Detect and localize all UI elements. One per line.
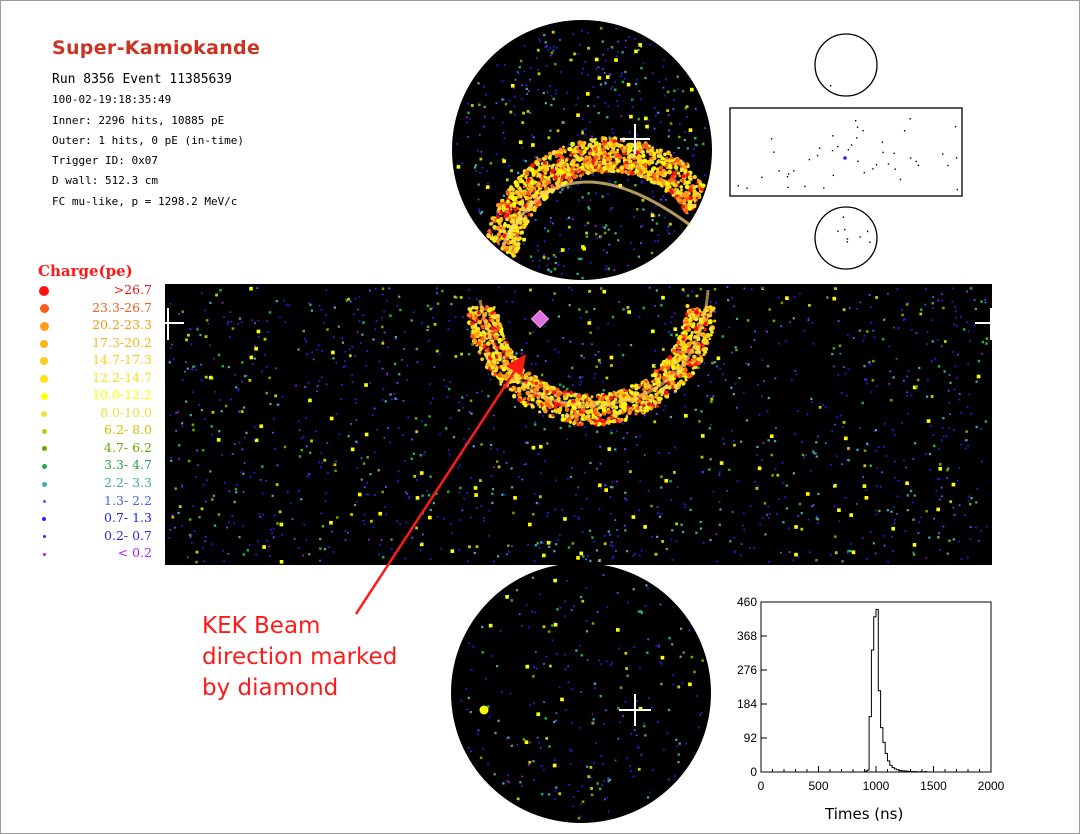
x-tick-label: 1000 — [863, 779, 890, 793]
beam-direction-diamond — [530, 309, 550, 329]
legend-item: >26.7 — [32, 282, 162, 300]
legend-item: 4.7- 6.2 — [32, 440, 162, 458]
legend-label: 0.7- 1.3 — [104, 510, 152, 526]
legend-label: 8.0-10.0 — [100, 404, 152, 420]
y-tick-label: 368 — [737, 629, 757, 643]
event-info: Run 8356 Event 11385639 100-02-19:18:35:… — [52, 70, 244, 212]
legend-label: 6.2- 8.0 — [104, 422, 152, 438]
y-tick-label: 184 — [737, 697, 757, 711]
legend-label: 2.2- 3.3 — [104, 475, 152, 491]
legend-label: 3.3- 4.7 — [104, 457, 152, 473]
legend-swatch — [40, 392, 48, 400]
x-tick-label: 1500 — [920, 779, 947, 793]
legend-swatch — [42, 500, 46, 504]
legend-swatch — [42, 552, 46, 556]
x-tick-label: 500 — [808, 779, 828, 793]
timing-histogram: 0 92 184 276 368 460 0 500 1000 1500 2000 — [737, 595, 1005, 793]
inner-hits: Inner: 2296 hits, 10885 pE — [52, 113, 225, 127]
barrel-panel — [152, 284, 1007, 565]
y-tick-label: 92 — [744, 731, 758, 745]
top-cap-panel — [452, 20, 712, 280]
legend-title: Charge(pe) — [38, 262, 133, 280]
legend-item: 23.3-26.7 — [32, 300, 162, 318]
run-event-line: Run 8356 Event 11385639 — [52, 72, 233, 87]
legend-item: 2.2- 3.3 — [32, 475, 162, 493]
legend-swatch — [42, 517, 46, 522]
beam-annotation: KEK Beam direction marked by diamond — [202, 611, 397, 704]
legend-swatch — [39, 304, 49, 314]
legend-swatch — [39, 286, 49, 296]
bottom-cap-panel — [451, 563, 711, 823]
event-timestamp: 100-02-19:18:35:49 — [52, 93, 172, 107]
legend-item: 3.3- 4.7 — [32, 457, 162, 475]
legend-label: 12.2-14.7 — [92, 369, 152, 385]
legend-swatch — [42, 535, 46, 539]
legend-swatch — [40, 374, 48, 383]
legend-label: < 0.2 — [117, 545, 152, 561]
legend-label: 17.3-20.2 — [92, 334, 152, 350]
legend-label: 10.0-12.2 — [92, 387, 152, 403]
y-tick-label: 276 — [737, 663, 757, 677]
legend-item: 20.2-23.3 — [32, 317, 162, 335]
legend-item: 10.0-12.2 — [32, 387, 162, 405]
legend-item: 1.3- 2.2 — [32, 493, 162, 511]
legend-label: 14.7-17.3 — [92, 352, 152, 368]
legend-item: 8.0-10.0 — [32, 405, 162, 423]
x-tick-label: 0 — [758, 779, 765, 793]
outer-detector-view — [729, 33, 963, 270]
legend-swatch — [41, 410, 47, 417]
legend-label: 1.3- 2.2 — [104, 492, 152, 508]
top-cap-crosshair — [620, 124, 650, 154]
x-tick-label: 2000 — [978, 779, 1005, 793]
dwall: D wall: 512.3 cm — [52, 174, 158, 188]
legend-item: < 0.2 — [32, 545, 162, 563]
legend-label: 23.3-26.7 — [92, 299, 152, 315]
legend-label: 20.2-23.3 — [92, 317, 152, 333]
legend-swatch — [40, 339, 48, 348]
legend-label: 0.2- 0.7 — [104, 527, 152, 543]
legend-item: 0.7- 1.3 — [32, 510, 162, 528]
legend-swatch — [41, 481, 47, 487]
annotation-line-3: by diamond — [202, 675, 339, 701]
bottom-cap-crosshair — [619, 694, 651, 726]
legend-label: >26.7 — [113, 282, 152, 297]
fit-result: FC mu-like, p = 1298.2 MeV/c — [52, 194, 238, 208]
legend-item: 6.2- 8.0 — [32, 422, 162, 440]
legend-item: 17.3-20.2 — [32, 335, 162, 353]
legend-swatch — [40, 357, 48, 366]
legend-item: 12.2-14.7 — [32, 370, 162, 388]
outer-hits: Outer: 1 hits, 0 pE (in-time) — [52, 133, 245, 147]
y-tick-label: 0 — [750, 765, 757, 779]
legend-swatch — [41, 446, 47, 452]
charge-legend: >26.7 23.3-26.7 20.2-23.3 17.3-20.2 14.7-17.… — [32, 282, 162, 563]
legend-item: 14.7-17.3 — [32, 352, 162, 370]
barrel-left-crosshair — [152, 308, 184, 340]
legend-label: 4.7- 6.2 — [104, 439, 152, 455]
barrel-right-crosshair — [975, 308, 1007, 340]
annotation-arrow — [354, 354, 526, 615]
experiment-title: Super-Kamiokande — [52, 37, 261, 59]
annotation-line-2: direction marked — [202, 644, 398, 670]
histogram-xlabel: Times (ns) — [825, 805, 904, 823]
legend-swatch — [41, 428, 47, 434]
y-tick-label: 460 — [737, 595, 757, 609]
trigger-id: Trigger ID: 0x07 — [52, 154, 158, 168]
legend-item: 0.2- 0.7 — [32, 528, 162, 546]
legend-swatch — [39, 321, 49, 331]
annotation-line-1: KEK Beam — [202, 613, 321, 639]
legend-swatch — [41, 463, 47, 469]
